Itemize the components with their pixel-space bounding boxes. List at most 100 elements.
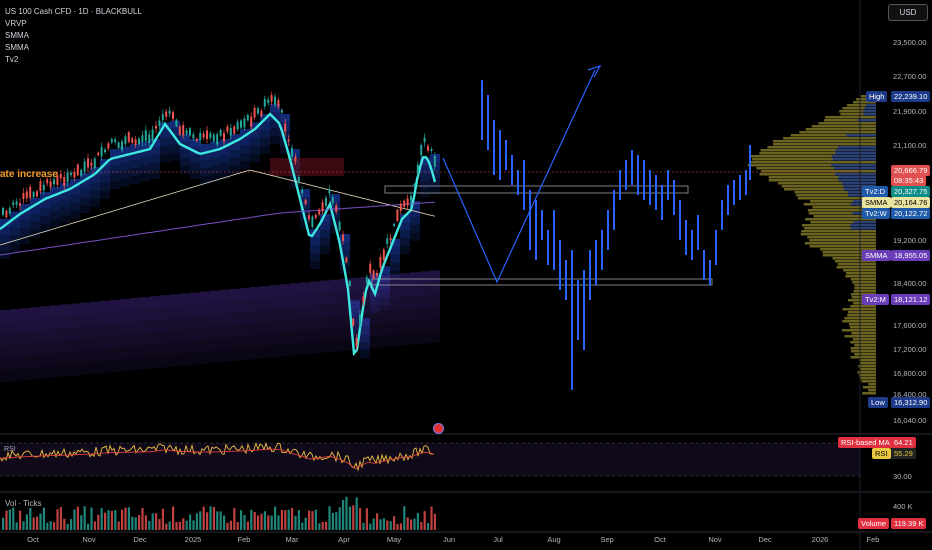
candle-body [172,112,174,119]
tv2-weekly-band [220,139,230,147]
chart-annotation[interactable]: ate increase [0,169,58,180]
tv2-monthly-band [80,326,90,339]
volume-bar [291,508,294,530]
vrvp-bar [803,203,876,206]
candle-body [308,215,310,220]
tv2-monthly-band [240,287,250,300]
tv2-monthly-band [150,308,160,321]
vrvp-bar [804,242,876,245]
smma-2-value: 18,955.05 [891,250,931,261]
tv2-weekly-band [30,222,40,230]
tv2-weekly-band [150,163,160,171]
chart-legend[interactable]: US 100 Cash CFD · 1D · BLACKBULL VRVP SM… [5,6,142,66]
tv2-monthly-band [140,297,150,310]
volume-bar [22,521,25,530]
indicator-vrvp[interactable]: VRVP [5,19,27,28]
tv2-monthly-band [70,351,80,364]
candle-body [263,98,266,107]
vrvp-bar [825,116,876,119]
vrvp-bar [811,125,876,128]
rsi-pane-label[interactable]: RSI [4,446,16,453]
tv2-weekly-band [310,253,320,261]
tv2-monthly-band [270,321,280,334]
candle-body [90,162,93,167]
projection-drawing[interactable] [442,64,751,390]
candle-body [138,138,140,145]
tv2-monthly-band [20,320,30,333]
candle-body [53,179,55,185]
indicator-smma-1[interactable]: SMMA [5,31,29,40]
tv2-monthly-band [130,346,140,359]
tv2-weekly-band [220,171,230,179]
volume-bar [430,506,433,530]
indicator-tv2[interactable]: Tv2 [5,55,19,64]
vrvp-bar [790,134,876,137]
vrvp-value-area-bar [846,134,876,137]
tv2-weekly-band [30,230,40,238]
vrvp-bar [808,212,876,215]
candle-body [382,249,385,261]
tv2-weekly-band [310,245,320,253]
tv2-weekly-band [390,239,400,247]
tv2-weekly-band [250,138,260,147]
tv2-weekly-band [360,350,370,359]
vrvp-bar [836,266,876,269]
volume-bar [110,510,113,530]
vrvp-bar [834,260,876,263]
candle-body [121,141,123,151]
candle-body [352,318,355,326]
tv2-weekly-band [40,224,50,232]
tv2-monthly-band [320,328,330,341]
candle-body [107,143,110,149]
price-tick: 16,400.00 [893,390,927,399]
candle-body [291,147,293,157]
tv2-weekly-band [340,242,350,250]
volume-bar [83,506,86,530]
vrvp-bar [822,251,876,254]
vrvp-bar [850,341,876,344]
volume-pane-label[interactable]: Vol · Ticks [5,499,42,508]
tv2-weekly-band [150,155,160,163]
tv2-monthly-band [260,322,270,335]
symbol-title[interactable]: US 100 Cash CFD · 1D · BLACKBULL [5,7,142,16]
projection-path [442,69,596,284]
volume-bar [257,515,260,530]
vrvp-bar [784,188,876,191]
indicator-smma-2[interactable]: SMMA [5,43,29,52]
time-tick: Nov [82,535,96,544]
event-flag-icon[interactable] [433,423,444,434]
tv2-monthly-band [150,344,160,357]
tv2-weekly-band [240,137,250,145]
volume-bar [172,506,175,530]
tv2-weekly-band [180,166,190,174]
tv2-weekly-band [140,149,150,158]
volume-bar [209,506,212,530]
candle-body [209,133,212,138]
volume-bar [297,510,300,530]
volume-bar [362,522,365,530]
volume-bar [243,515,246,530]
volume-bar [335,512,338,530]
vrvp-bar [860,362,876,365]
volume-bar [301,522,304,530]
tv2-weekly-band [20,228,30,236]
tv2-monthly-band [350,337,360,350]
tv2-monthly-band [80,362,90,375]
candle-body [80,169,83,176]
tv2-weekly-band [340,250,350,258]
time-tick: Jun [442,535,456,544]
time-tick: Aug [547,535,561,544]
volume-bar [386,520,389,530]
tv2-monthly-band [260,286,270,299]
tv2-monthly-band [300,318,310,331]
currency-button[interactable]: USD [888,4,928,21]
tv2-monthly-band [20,332,30,345]
tv2-monthly-band [310,341,320,354]
vrvp-bar [778,182,876,185]
candle-body [175,119,178,127]
vrvp-bar [818,122,876,125]
price-tick: 21,100.00 [893,141,927,150]
tv2-weekly-band [60,207,70,215]
volume-bar [321,521,324,530]
